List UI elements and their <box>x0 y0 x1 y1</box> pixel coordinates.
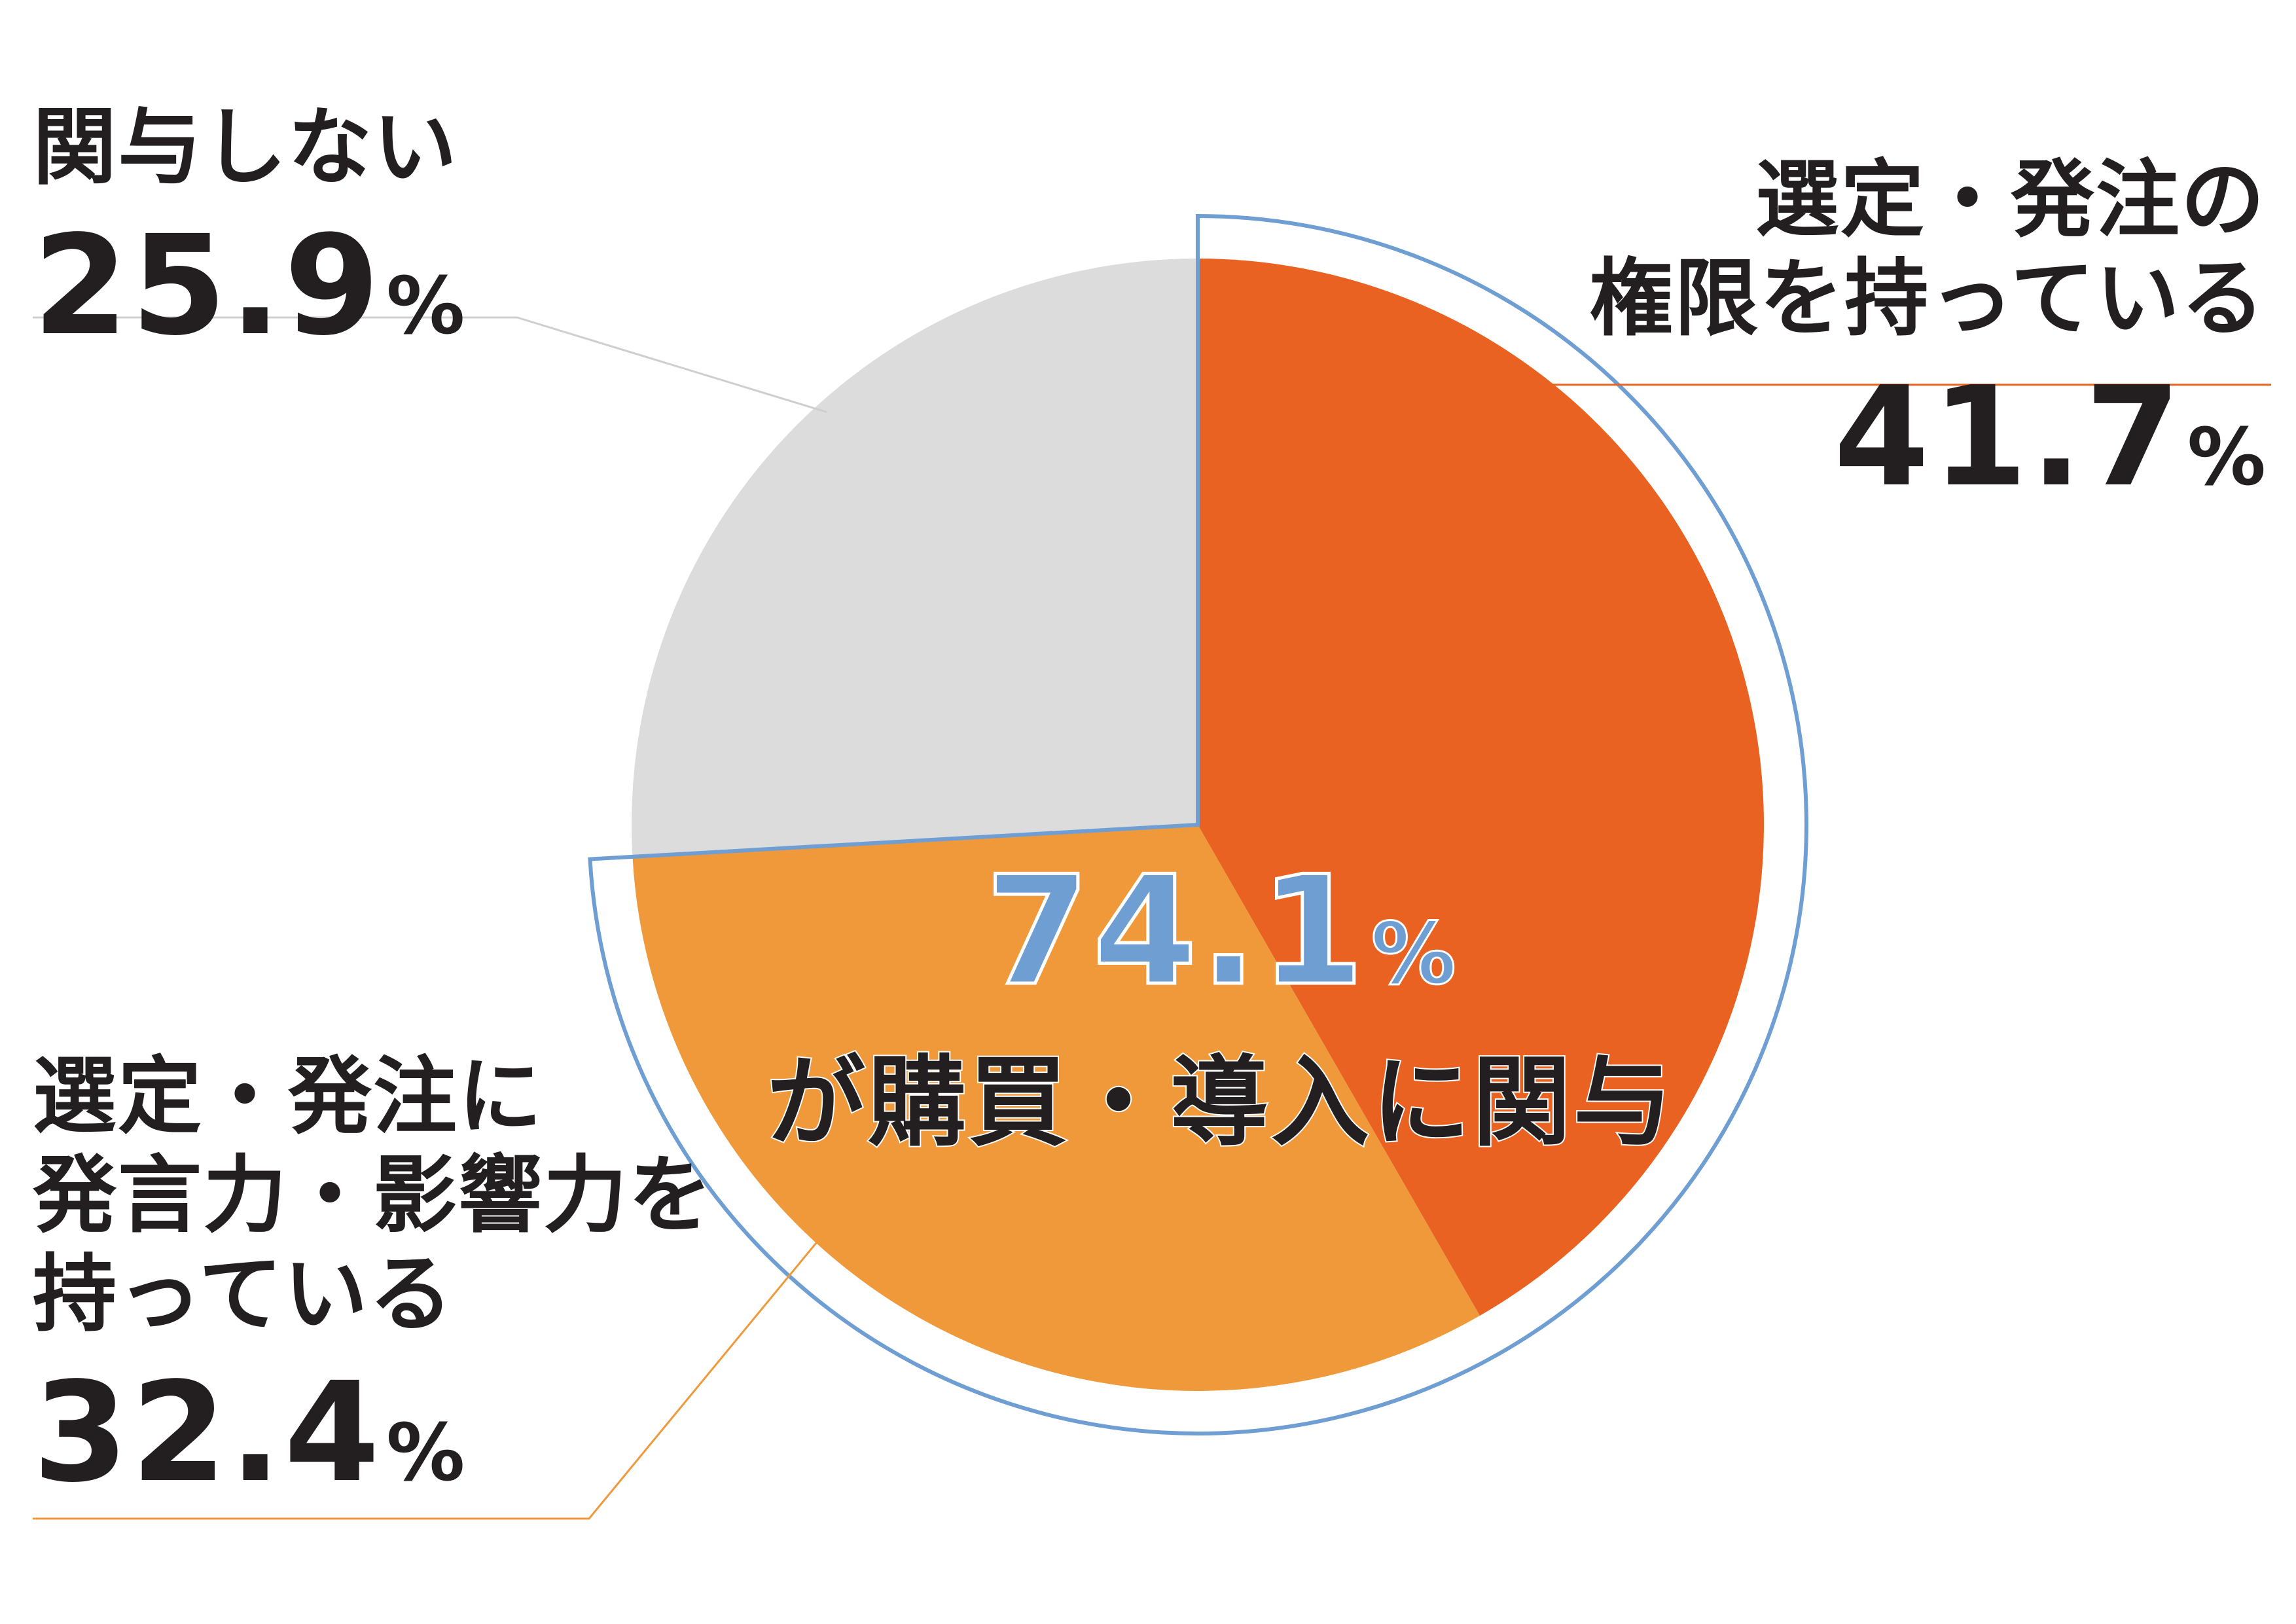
slice-label-text: 選定・発注に <box>33 1048 544 1146</box>
pie-slice-2 <box>631 259 1198 857</box>
leader-line-slice-2 <box>33 316 827 414</box>
slice-value: 32.4% <box>33 1352 465 1513</box>
slice-value: 41.7% <box>1833 357 2266 518</box>
pie-slices <box>631 259 1764 1391</box>
leader-line-slice-1 <box>33 1233 825 1520</box>
slice-label-text: 権限を持っている <box>1589 250 2266 348</box>
slice-label-text: 関与しない <box>33 99 459 196</box>
combined-share-caption: が購買・導入に関与 <box>766 1045 1674 1161</box>
slice-label-text: 選定・発注の <box>1755 151 2266 249</box>
combined-share-outline <box>588 213 1808 1435</box>
slice-label-influence: 選定・発注に 発言力・影響力を 持っている 32.4% <box>33 1047 713 1514</box>
slice-label-text: 持っている <box>33 1246 454 1344</box>
slice-label-text: 発言力・影響力を <box>33 1147 714 1245</box>
combined-share-value: 74.1% <box>984 843 1458 1021</box>
slice-label-no-involvement: 関与しない 25.9% <box>33 98 465 367</box>
pie-slice-1 <box>632 825 1480 1391</box>
slice-value: 25.9% <box>33 206 465 367</box>
slice-label-authority: 選定・発注の 権限を持っている 41.7% <box>1589 151 2266 518</box>
pie-slice-0 <box>1198 259 1764 1316</box>
combined-share-annotation: 74.1% が購買・導入に関与 <box>740 843 1702 1165</box>
